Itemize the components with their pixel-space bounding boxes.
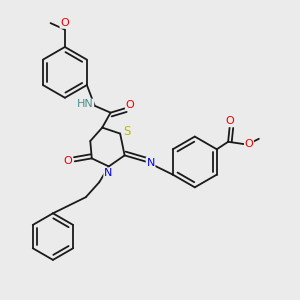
Text: N: N	[146, 158, 155, 167]
Text: O: O	[244, 139, 253, 148]
Text: O: O	[225, 116, 234, 127]
Text: HN: HN	[77, 99, 94, 109]
Text: O: O	[63, 156, 72, 166]
Text: O: O	[60, 18, 69, 28]
Text: S: S	[123, 125, 130, 138]
Text: O: O	[126, 100, 134, 110]
Text: N: N	[104, 168, 112, 178]
